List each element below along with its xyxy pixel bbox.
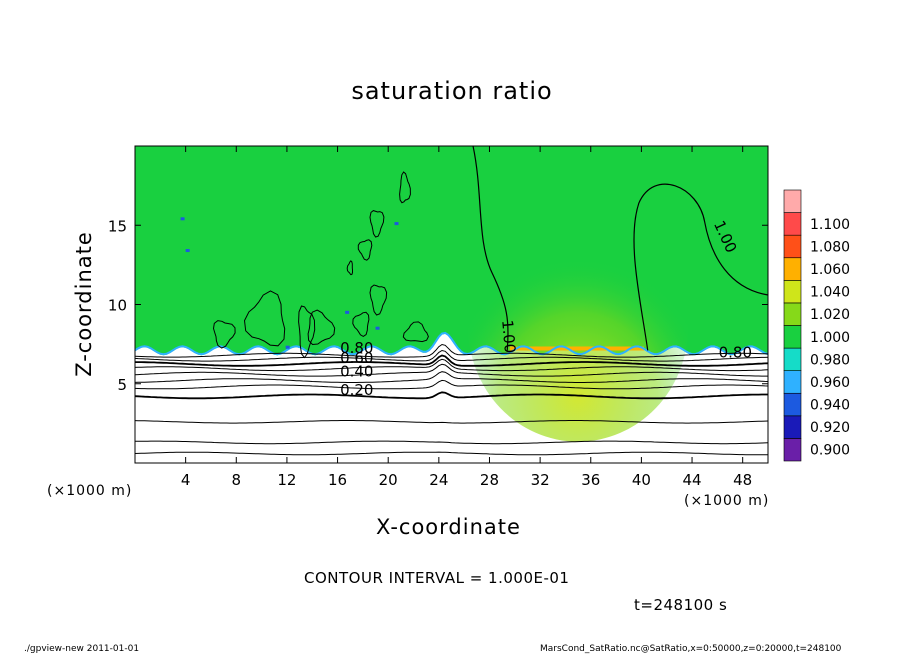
chart-title: saturation ratio bbox=[351, 77, 553, 105]
contour-interval: CONTOUR INTERVAL = 1.000E-01 bbox=[304, 569, 570, 587]
cloud-contour bbox=[346, 260, 353, 276]
colorbar-label: 1.040 bbox=[810, 285, 850, 301]
colorbar-swatch bbox=[783, 234, 802, 259]
contour-labels: 0.200.400.600.80 1.001.000.80 bbox=[340, 218, 752, 399]
blue-speckle bbox=[285, 345, 290, 349]
supersaturated-plume bbox=[468, 211, 689, 442]
subsaturated-edge bbox=[135, 331, 768, 356]
x-unit-left: (×1000 m) bbox=[47, 483, 133, 499]
colorbar-swatch bbox=[783, 280, 802, 304]
contour-line bbox=[135, 371, 768, 383]
x-tick-label: 32 bbox=[531, 471, 550, 489]
y-tick-label: 5 bbox=[117, 376, 127, 394]
colorbar-swatch bbox=[783, 325, 802, 349]
colorbar-swatch bbox=[783, 370, 802, 394]
cloud-contour bbox=[212, 320, 236, 349]
blue-speckle bbox=[375, 326, 380, 330]
blue-speckle bbox=[345, 310, 350, 314]
contour-1.00-right bbox=[633, 183, 768, 351]
contour-line bbox=[135, 363, 768, 377]
colorbar-label: 1.060 bbox=[810, 262, 850, 278]
colorbar-swatch bbox=[783, 347, 802, 371]
y-axis: 5 10 15 bbox=[108, 217, 768, 394]
footer-left: ./gpview-new 2011-01-01 bbox=[24, 644, 140, 654]
contour-line bbox=[135, 420, 768, 424]
y-tick-label: 15 bbox=[108, 217, 127, 235]
contour-line bbox=[135, 354, 768, 367]
colorbar-swatch bbox=[783, 189, 802, 213]
cloud-contour bbox=[369, 284, 388, 316]
colorbar: 0.900 0.920 0.940 0.960 0.980 1.000 1.020 1.040… bbox=[783, 189, 850, 462]
colorbar-swatch bbox=[783, 415, 802, 439]
contour-label: 0.80 bbox=[340, 339, 373, 357]
contour-label: 0.40 bbox=[340, 363, 373, 381]
contour-line bbox=[135, 358, 768, 372]
saturation-field bbox=[135, 146, 768, 463]
x-tick-label: 8 bbox=[232, 471, 242, 489]
x-axis: 4 8 12 16 20 24 28 32 36 40 44 48 bbox=[181, 146, 752, 489]
colorbar-swatch bbox=[783, 257, 802, 281]
colorbar-label: 1.000 bbox=[810, 330, 850, 346]
x-tick-label: 44 bbox=[682, 471, 701, 489]
colorbar-swatch bbox=[783, 438, 802, 462]
y-axis-title: Z-coordinate bbox=[72, 231, 96, 377]
colorbar-label: 1.100 bbox=[810, 217, 850, 233]
y-tick-label: 10 bbox=[108, 297, 127, 315]
x-tick-label: 16 bbox=[328, 471, 347, 489]
colorbar-label: 0.940 bbox=[810, 398, 850, 414]
contour-label: 0.20 bbox=[340, 381, 373, 399]
contour-line bbox=[135, 391, 768, 400]
x-tick-label: 12 bbox=[277, 471, 296, 489]
orange-band bbox=[509, 346, 644, 351]
cloud-contour bbox=[369, 210, 385, 238]
x-tick-label: 40 bbox=[632, 471, 651, 489]
cloud-contour bbox=[352, 311, 370, 337]
x-tick-label: 24 bbox=[429, 471, 448, 489]
colorbar-swatch bbox=[783, 302, 802, 326]
colorbar-label: 1.080 bbox=[810, 239, 850, 255]
colorbar-label: 1.020 bbox=[810, 307, 850, 323]
contour-line bbox=[135, 440, 768, 445]
contour-line bbox=[135, 379, 768, 390]
contour-label: 0.80 bbox=[719, 344, 752, 362]
cloud-contour bbox=[307, 309, 336, 346]
colorbar-label: 0.920 bbox=[810, 420, 850, 436]
cloud-contour bbox=[357, 239, 373, 261]
contour-1.00-left bbox=[472, 146, 509, 351]
x-unit-right: (×1000 m) bbox=[684, 493, 770, 509]
colorbar-label: 0.900 bbox=[810, 443, 850, 459]
cloud-contour bbox=[399, 171, 411, 204]
blue-speckle bbox=[394, 222, 399, 226]
blue-speckle bbox=[185, 249, 190, 253]
contour-label: 0.60 bbox=[340, 349, 373, 367]
blue-speckle bbox=[180, 217, 185, 221]
x-tick-label: 48 bbox=[733, 471, 752, 489]
contour-line bbox=[135, 343, 768, 358]
colorbar-swatch bbox=[783, 392, 802, 417]
time-stamp: t=248100 s bbox=[634, 596, 728, 614]
x-tick-label: 36 bbox=[581, 471, 600, 489]
contour-lines bbox=[135, 146, 768, 456]
footer-right: MarsCond_SatRatio.nc@SatRatio,x=0:50000,… bbox=[540, 644, 842, 654]
x-axis-title: X-coordinate bbox=[376, 515, 521, 539]
cloud-contour bbox=[243, 290, 286, 347]
x-tick-label: 4 bbox=[181, 471, 191, 489]
colorbar-label: 0.960 bbox=[810, 375, 850, 391]
colorbar-label: 0.980 bbox=[810, 352, 850, 368]
contour-line bbox=[135, 451, 768, 456]
colorbar-swatch bbox=[783, 212, 802, 236]
x-tick-label: 28 bbox=[480, 471, 499, 489]
cloud-contour bbox=[402, 321, 429, 343]
x-tick-label: 20 bbox=[379, 471, 398, 489]
contour-line bbox=[135, 349, 768, 362]
contour-label: 1.00 bbox=[498, 319, 519, 354]
